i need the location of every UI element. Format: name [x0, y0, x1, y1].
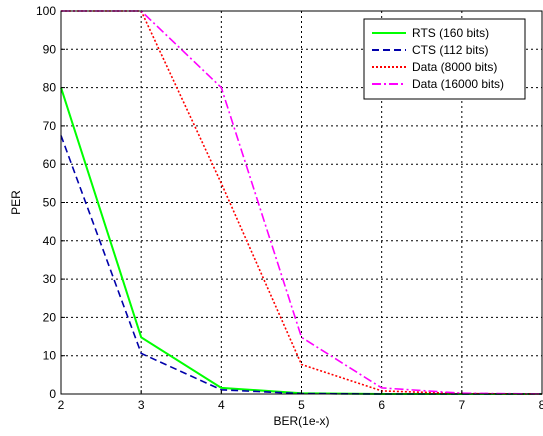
- y-tick-label: 80: [43, 81, 57, 95]
- x-axis-label: BER(1e-x): [273, 414, 329, 428]
- x-tick-label: 3: [138, 398, 145, 412]
- legend-label-0: RTS (160 bits): [412, 26, 489, 40]
- legend: RTS (160 bits) CTS (112 bits) Data (8000 b…: [363, 18, 526, 100]
- y-tick-label: 10: [43, 349, 57, 363]
- x-tick-label: 8: [539, 398, 543, 412]
- x-tick-label: 7: [458, 398, 465, 412]
- y-tick-label: 30: [43, 272, 57, 286]
- y-tick-label: 90: [43, 42, 57, 56]
- y-tick-label: 40: [43, 234, 57, 248]
- y-tick-label: 100: [36, 4, 56, 18]
- legend-label-2: Data (8000 bits): [412, 60, 497, 74]
- y-axis-label: PER: [9, 190, 23, 215]
- legend-label-3: Data (16000 bits): [412, 77, 504, 91]
- x-tick-label: 6: [378, 398, 385, 412]
- y-tick-label: 70: [43, 119, 57, 133]
- x-tick-label: 2: [58, 398, 65, 412]
- x-tick-label: 4: [218, 398, 225, 412]
- y-tick-label: 60: [43, 157, 57, 171]
- y-tick-label: 20: [43, 310, 57, 324]
- y-tick-label: 50: [43, 196, 57, 210]
- x-tick-label: 5: [298, 398, 305, 412]
- legend-label-1: CTS (112 bits): [412, 43, 488, 57]
- y-tick-label: 0: [49, 387, 56, 401]
